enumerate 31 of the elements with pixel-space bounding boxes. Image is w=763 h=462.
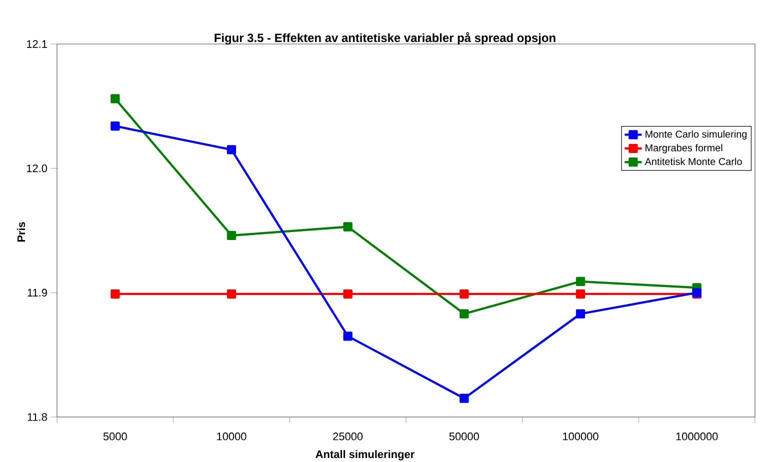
- x-axis-title: Antall simuleringer: [316, 450, 414, 460]
- chart-title: Figur 3.5 - Effekten av antitetiske variabler på spread opsjon: [214, 32, 556, 45]
- point: [460, 309, 469, 318]
- point: [226, 145, 236, 154]
- point: [343, 222, 352, 232]
- point: [576, 289, 586, 298]
- point: [343, 332, 352, 341]
- x-tick-label: 10000: [217, 432, 246, 440]
- legend-label: Margrabes formel: [646, 144, 722, 154]
- point: [460, 289, 469, 298]
- x-tick-label: 1000000: [676, 432, 718, 440]
- point: [226, 289, 236, 298]
- x-tick-label: 5000: [103, 432, 127, 440]
- y-tick-label: 12.0: [26, 164, 48, 172]
- x-tick-label: 50000: [449, 432, 479, 440]
- point: [110, 94, 120, 104]
- y-axis-title: Pris: [17, 222, 26, 242]
- legend-label: Antitetisk Monte Carlo: [644, 158, 742, 166]
- point: [576, 309, 586, 318]
- point: [110, 121, 120, 131]
- point: [576, 276, 586, 286]
- y-tick-label: 12.1: [26, 40, 47, 48]
- point: [226, 230, 236, 240]
- y-tick-label: 11.9: [28, 288, 47, 297]
- legend-label: Monte Carlo simulering: [646, 130, 747, 140]
- x-tick-label: 25000: [333, 432, 363, 440]
- y-tick-label: 11.8: [28, 413, 47, 421]
- point: [110, 289, 120, 298]
- point: [460, 394, 469, 403]
- x-tick-label: 100000: [563, 432, 598, 440]
- point: [343, 289, 352, 298]
